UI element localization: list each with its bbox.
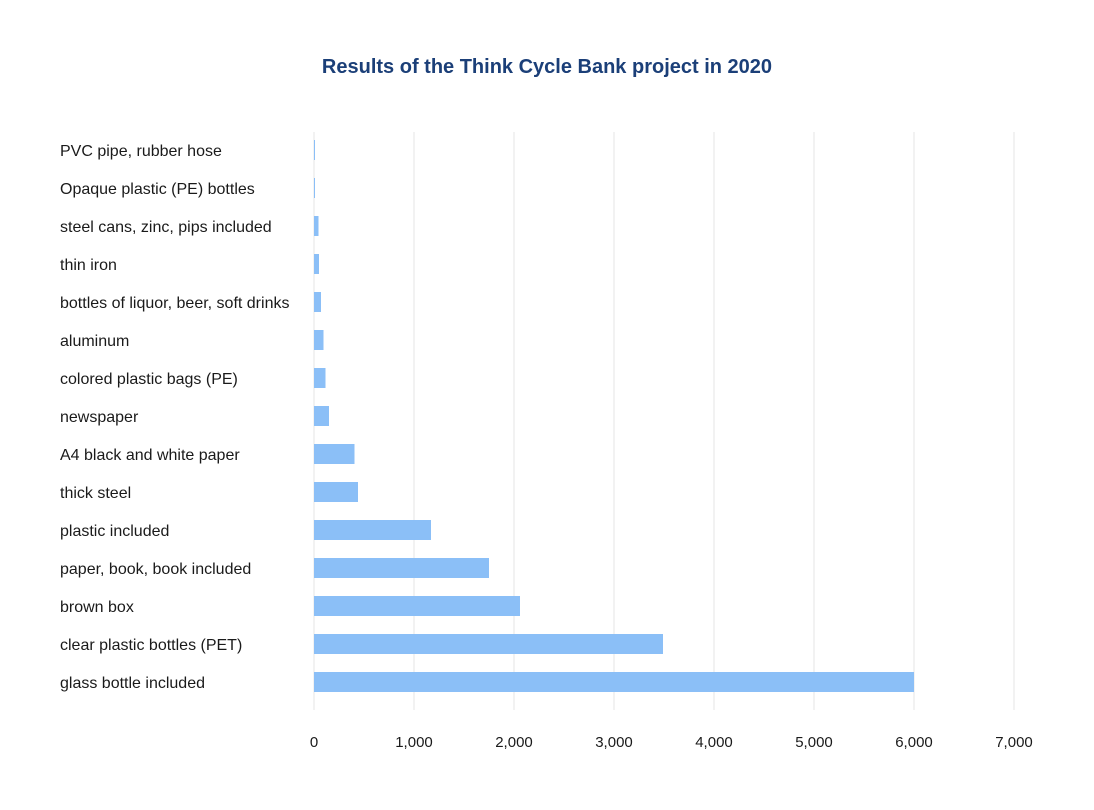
x-tick-label: 6,000 bbox=[895, 734, 933, 751]
bar bbox=[314, 330, 324, 350]
x-tick-label: 0 bbox=[310, 734, 318, 751]
x-tick-label: 1,000 bbox=[395, 734, 433, 751]
category-label: paper, book, book included bbox=[60, 561, 251, 578]
category-label: colored plastic bags (PE) bbox=[60, 371, 238, 388]
bar bbox=[314, 254, 319, 274]
category-label: aluminum bbox=[60, 333, 129, 350]
category-label: Opaque plastic (PE) bottles bbox=[60, 181, 255, 198]
x-tick-label: 2,000 bbox=[495, 734, 533, 751]
category-label: glass bottle included bbox=[60, 675, 205, 692]
gridlines bbox=[313, 132, 1015, 710]
bar bbox=[314, 558, 489, 578]
bar bbox=[314, 292, 321, 312]
bar bbox=[314, 444, 355, 464]
x-tick-label: 4,000 bbox=[695, 734, 733, 751]
bar bbox=[314, 634, 663, 654]
bar bbox=[314, 368, 326, 388]
bar bbox=[314, 672, 914, 692]
bar bbox=[314, 140, 315, 160]
bar bbox=[314, 482, 358, 502]
bar bbox=[314, 178, 315, 198]
x-tick-label: 5,000 bbox=[795, 734, 833, 751]
category-label: brown box bbox=[60, 599, 134, 616]
bar bbox=[314, 216, 319, 236]
category-label: A4 black and white paper bbox=[60, 447, 240, 464]
bar bbox=[314, 596, 520, 616]
category-label: plastic included bbox=[60, 523, 169, 540]
category-label: steel cans, zinc, pips included bbox=[60, 219, 272, 236]
x-tick-label: 7,000 bbox=[995, 734, 1033, 751]
bar bbox=[314, 520, 431, 540]
category-label: PVC pipe, rubber hose bbox=[60, 143, 222, 160]
category-label: bottles of liquor, beer, soft drinks bbox=[60, 295, 289, 312]
x-tick-labels: 0 1,000 2,000 3,000 4,000 5,000 6,000 7,000 bbox=[310, 734, 1033, 751]
category-label: newspaper bbox=[60, 409, 139, 426]
category-labels: PVC pipe, rubber hose Opaque plastic (PE)… bbox=[60, 143, 289, 692]
category-label: thin iron bbox=[60, 257, 117, 274]
category-label: thick steel bbox=[60, 485, 131, 502]
bars bbox=[314, 140, 914, 692]
x-tick-label: 3,000 bbox=[595, 734, 633, 751]
category-label: clear plastic bottles (PET) bbox=[60, 637, 242, 654]
chart-title: Results of the Think Cycle Bank project … bbox=[321, 56, 773, 78]
bar bbox=[314, 406, 329, 426]
